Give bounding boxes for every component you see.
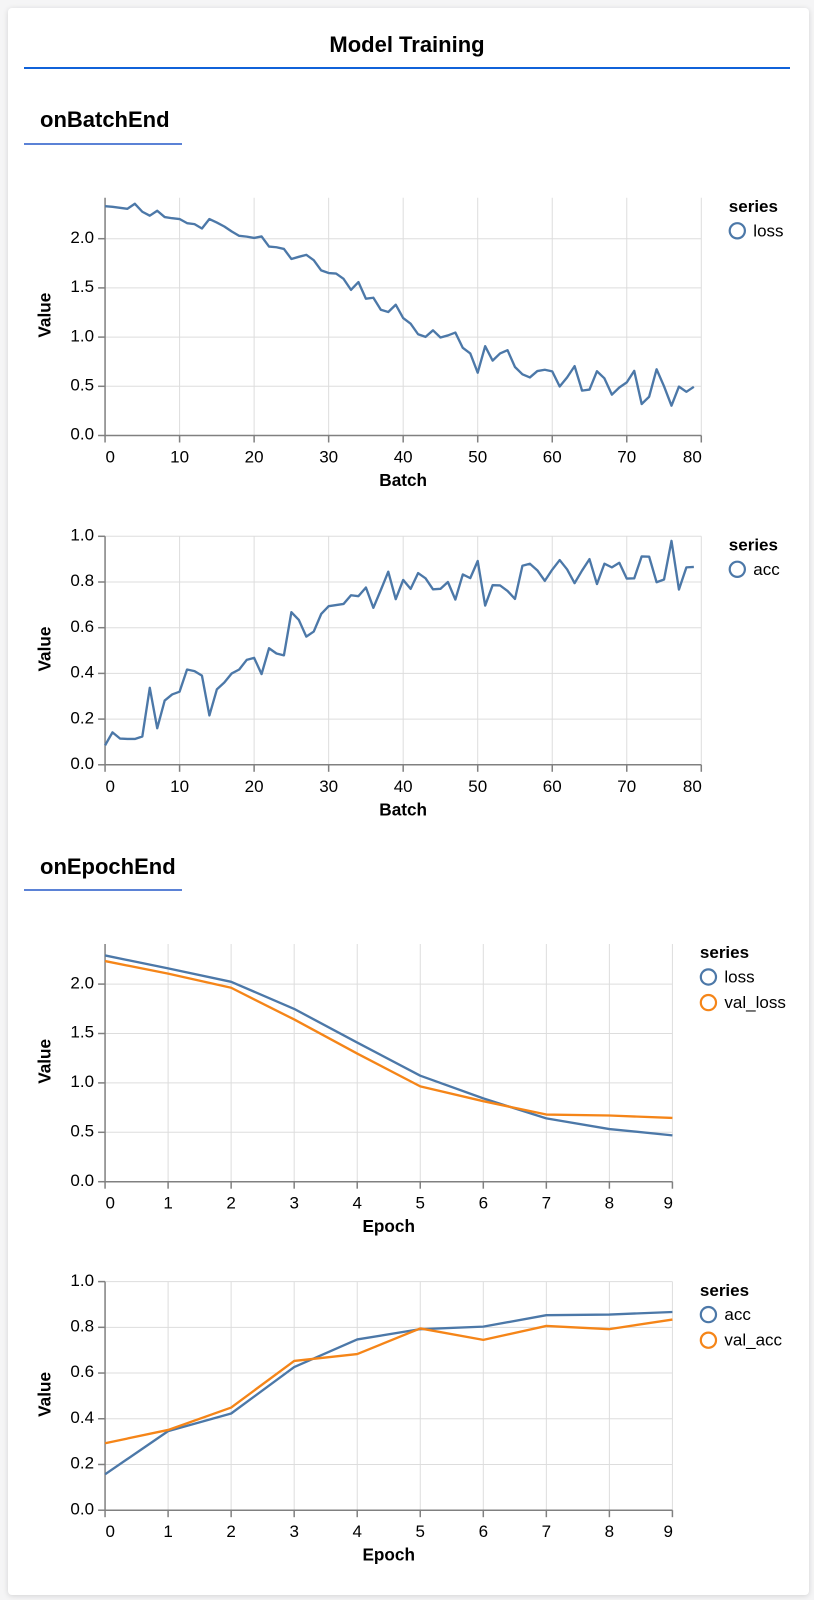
- svg-text:Value: Value: [35, 1039, 55, 1084]
- svg-text:2.0: 2.0: [70, 228, 94, 247]
- svg-text:0: 0: [106, 448, 115, 467]
- svg-text:70: 70: [617, 448, 636, 467]
- svg-text:val_loss: val_loss: [724, 993, 785, 1012]
- svg-text:1.5: 1.5: [70, 277, 94, 296]
- svg-text:0.8: 0.8: [70, 571, 94, 590]
- svg-text:0: 0: [106, 777, 115, 796]
- svg-text:5: 5: [416, 1194, 425, 1213]
- svg-text:0.0: 0.0: [70, 425, 94, 444]
- svg-text:0: 0: [106, 1522, 115, 1541]
- svg-text:4: 4: [352, 1194, 361, 1213]
- svg-text:1.0: 1.0: [70, 326, 94, 345]
- svg-text:0.4: 0.4: [70, 663, 94, 682]
- svg-text:series: series: [729, 197, 778, 216]
- svg-text:4: 4: [352, 1522, 361, 1541]
- svg-text:1: 1: [163, 1194, 172, 1213]
- svg-text:loss: loss: [724, 968, 754, 987]
- svg-text:3: 3: [289, 1522, 298, 1541]
- svg-text:acc: acc: [753, 560, 780, 579]
- svg-text:30: 30: [319, 777, 338, 796]
- svg-text:7: 7: [542, 1194, 551, 1213]
- svg-text:20: 20: [245, 777, 264, 796]
- svg-text:6: 6: [479, 1522, 488, 1541]
- svg-text:3: 3: [289, 1194, 298, 1213]
- svg-text:20: 20: [245, 448, 264, 467]
- svg-text:1.5: 1.5: [70, 1023, 94, 1042]
- svg-text:1: 1: [163, 1522, 172, 1541]
- svg-text:70: 70: [617, 777, 636, 796]
- svg-text:2: 2: [226, 1522, 235, 1541]
- svg-text:60: 60: [543, 448, 562, 467]
- svg-text:0.2: 0.2: [70, 1454, 94, 1473]
- svg-text:2: 2: [226, 1194, 235, 1213]
- svg-text:7: 7: [542, 1522, 551, 1541]
- svg-text:50: 50: [468, 777, 487, 796]
- svg-text:0.5: 0.5: [70, 376, 94, 395]
- svg-text:series: series: [729, 536, 778, 555]
- svg-text:Epoch: Epoch: [362, 1216, 415, 1236]
- svg-text:series: series: [700, 1281, 749, 1300]
- svg-text:acc: acc: [724, 1305, 751, 1324]
- svg-text:2.0: 2.0: [70, 973, 94, 992]
- svg-text:8: 8: [605, 1522, 614, 1541]
- svg-text:0.0: 0.0: [70, 1171, 94, 1190]
- svg-text:0.0: 0.0: [70, 1499, 94, 1518]
- svg-text:9: 9: [663, 1194, 672, 1213]
- svg-text:0.2: 0.2: [70, 708, 94, 727]
- svg-text:8: 8: [605, 1194, 614, 1213]
- svg-text:60: 60: [543, 777, 562, 796]
- svg-text:40: 40: [394, 448, 413, 467]
- svg-text:Batch: Batch: [379, 470, 427, 490]
- svg-text:9: 9: [663, 1522, 672, 1541]
- svg-text:1.0: 1.0: [70, 1271, 94, 1290]
- svg-text:0.8: 0.8: [70, 1317, 94, 1336]
- svg-text:0.6: 0.6: [70, 617, 94, 636]
- svg-text:0: 0: [106, 1194, 115, 1213]
- svg-text:1.0: 1.0: [70, 526, 94, 545]
- svg-text:0.6: 0.6: [70, 1362, 94, 1381]
- svg-text:Batch: Batch: [379, 799, 427, 819]
- svg-text:Epoch: Epoch: [362, 1545, 415, 1565]
- svg-text:loss: loss: [753, 221, 783, 240]
- svg-text:80: 80: [683, 777, 702, 796]
- svg-text:0.0: 0.0: [70, 754, 94, 773]
- svg-text:6: 6: [479, 1194, 488, 1213]
- svg-text:10: 10: [170, 448, 189, 467]
- svg-text:series: series: [700, 943, 749, 962]
- svg-text:40: 40: [394, 777, 413, 796]
- svg-text:0.4: 0.4: [70, 1408, 94, 1427]
- svg-text:30: 30: [319, 448, 338, 467]
- svg-text:val_acc: val_acc: [724, 1331, 782, 1350]
- svg-text:80: 80: [683, 448, 702, 467]
- svg-text:0.5: 0.5: [70, 1122, 94, 1141]
- svg-text:Value: Value: [35, 1372, 55, 1417]
- svg-text:Value: Value: [35, 293, 55, 338]
- svg-text:50: 50: [468, 448, 487, 467]
- svg-text:Value: Value: [35, 627, 55, 672]
- svg-text:1.0: 1.0: [70, 1072, 94, 1091]
- svg-text:5: 5: [416, 1522, 425, 1541]
- svg-text:10: 10: [170, 777, 189, 796]
